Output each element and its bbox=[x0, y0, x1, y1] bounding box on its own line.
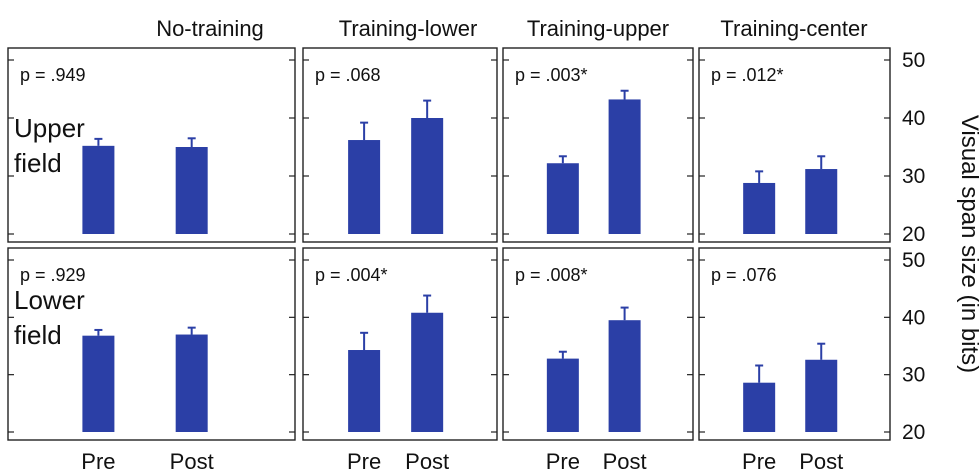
y-axis-label: Visual span size (in bits) bbox=[956, 115, 979, 373]
bar-pre bbox=[546, 358, 579, 432]
x-tick-label: Pre bbox=[347, 449, 381, 473]
p-value-label: p = .008* bbox=[515, 265, 588, 285]
x-tick-label: Post bbox=[405, 449, 449, 473]
y-tick-label: 30 bbox=[902, 165, 925, 188]
panel-frame bbox=[7, 47, 296, 243]
panel-frame bbox=[7, 247, 296, 441]
p-value-label: p = .076 bbox=[711, 265, 777, 285]
column-title: Training-lower bbox=[339, 16, 478, 41]
y-tick-label: 50 bbox=[902, 249, 925, 272]
panel: p = .003* bbox=[502, 47, 694, 243]
bar-pre bbox=[546, 163, 579, 234]
row-label: Upper field bbox=[14, 113, 85, 178]
bar-post bbox=[805, 169, 838, 234]
y-tick-label: 40 bbox=[902, 306, 925, 329]
x-tick-label: Post bbox=[170, 449, 214, 473]
panel-frame bbox=[302, 47, 498, 243]
panel: p = .004* bbox=[302, 247, 498, 441]
bar-post bbox=[411, 312, 444, 432]
p-value-label: p = .012* bbox=[711, 65, 784, 85]
column-title: Training-upper bbox=[527, 16, 669, 41]
row-label-line: Upper bbox=[14, 113, 85, 143]
panel-frame bbox=[502, 247, 694, 441]
bar-post bbox=[805, 359, 838, 432]
y-tick-label: 40 bbox=[902, 107, 925, 130]
x-tick-label: Pre bbox=[742, 449, 776, 473]
p-value-label: p = .003* bbox=[515, 65, 588, 85]
bar-pre bbox=[348, 140, 381, 234]
p-value-label: p = .004* bbox=[315, 265, 388, 285]
bar-pre bbox=[82, 335, 115, 432]
row-label: Lower field bbox=[14, 285, 85, 350]
p-value-label: p = .929 bbox=[20, 265, 86, 285]
y-tick-label: 20 bbox=[902, 421, 925, 444]
bar-pre bbox=[82, 145, 115, 234]
panel: p = .008* bbox=[502, 247, 694, 441]
p-value-label: p = .068 bbox=[315, 65, 381, 85]
bar-post bbox=[175, 334, 208, 432]
p-value-label: p = .949 bbox=[20, 65, 86, 85]
y-tick-label: 50 bbox=[902, 49, 925, 72]
column-title: Training-center bbox=[720, 16, 867, 41]
panel: p = .076 bbox=[698, 247, 891, 441]
column-title: No-training bbox=[156, 16, 264, 41]
bar-post bbox=[608, 320, 641, 432]
x-tick-label: Post bbox=[603, 449, 647, 473]
panel: p = .068 bbox=[302, 47, 498, 243]
x-tick-label: Post bbox=[799, 449, 843, 473]
panel: p = .949 bbox=[7, 47, 296, 243]
panel-frame bbox=[502, 47, 694, 243]
panel: p = .929 bbox=[7, 247, 296, 441]
panel-frame bbox=[698, 47, 891, 243]
row-label-line: field bbox=[14, 320, 62, 350]
panel-frame bbox=[698, 247, 891, 441]
row-label-line: field bbox=[14, 148, 62, 178]
x-tick-label: Pre bbox=[81, 449, 115, 473]
bar-pre bbox=[743, 382, 776, 432]
y-tick-label: 30 bbox=[902, 364, 925, 387]
bar-pre bbox=[743, 182, 776, 234]
bar-post bbox=[175, 147, 208, 234]
bar-pre bbox=[348, 350, 381, 432]
row-label-line: Lower bbox=[14, 285, 85, 315]
panel-frame bbox=[302, 247, 498, 441]
panel: p = .012* bbox=[698, 47, 891, 243]
bar-post bbox=[411, 118, 444, 234]
x-tick-label: Pre bbox=[546, 449, 580, 473]
y-tick-label: 20 bbox=[902, 223, 925, 246]
bar-post bbox=[608, 99, 641, 234]
